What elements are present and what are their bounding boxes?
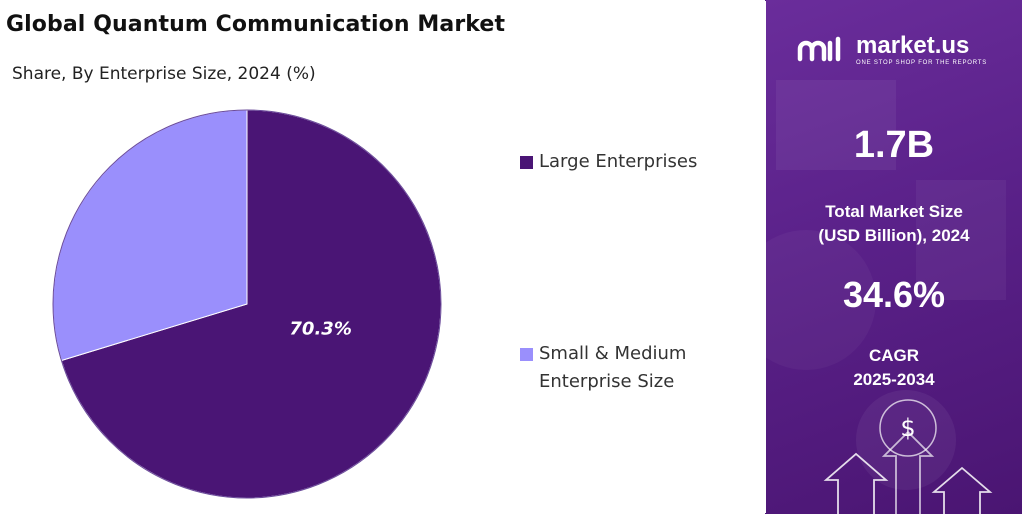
pie-chart: 70.3%: [52, 109, 442, 499]
chart-subtitle: Share, By Enterprise Size, 2024 (%): [12, 64, 316, 84]
up-arrow-icon: [823, 430, 993, 514]
cagr-label-line1: CAGR: [868, 346, 920, 365]
legend-item-small-medium-enterprise: Small & Medium Enterprise Size: [520, 340, 686, 396]
chart-area: Global Quantum Communication Market Shar…: [6, 12, 698, 499]
legend-item-large-enterprises: Large Enterprises: [520, 148, 697, 176]
legend-label: Large Enterprises: [539, 151, 698, 172]
legend-swatch: [520, 156, 533, 169]
market-size-label-line1: Total Market Size: [825, 202, 963, 221]
market-size-label-line2: (USD Billion), 2024: [818, 226, 970, 245]
legend-label: Small & Medium Enterprise Size: [539, 340, 686, 396]
cagr-label-line2: 2025-2034: [853, 370, 935, 389]
brand-name: market.us: [856, 32, 970, 59]
legend-label-line1: Small & Medium: [539, 343, 687, 364]
summary-panel: market.us ONE STOP SHOP FOR THE REPORTS …: [766, 0, 1022, 514]
cagr-label: CAGR 2025-2034: [766, 344, 1022, 392]
market-us-logo-icon: [797, 36, 841, 62]
legend-swatch: [520, 348, 533, 361]
pie-data-label: 70.3%: [289, 318, 351, 339]
brand-tagline: ONE STOP SHOP FOR THE REPORTS: [856, 60, 988, 66]
background-decoration: [776, 80, 1006, 490]
chart-title: Global Quantum Communication Market: [6, 12, 506, 37]
brand-logo: market.us ONE STOP SHOP FOR THE REPORTS: [796, 34, 987, 66]
cagr-value: 34.6%: [842, 274, 946, 315]
dollar-coin-icon: [879, 399, 937, 457]
pie-outline: [52, 109, 442, 499]
legend-label-line2: Enterprise Size: [539, 371, 675, 392]
market-size-label: Total Market Size (USD Billion), 2024: [766, 200, 1022, 248]
growth-illustration: $: [823, 399, 993, 514]
market-size-value: 1.7B: [853, 124, 935, 166]
